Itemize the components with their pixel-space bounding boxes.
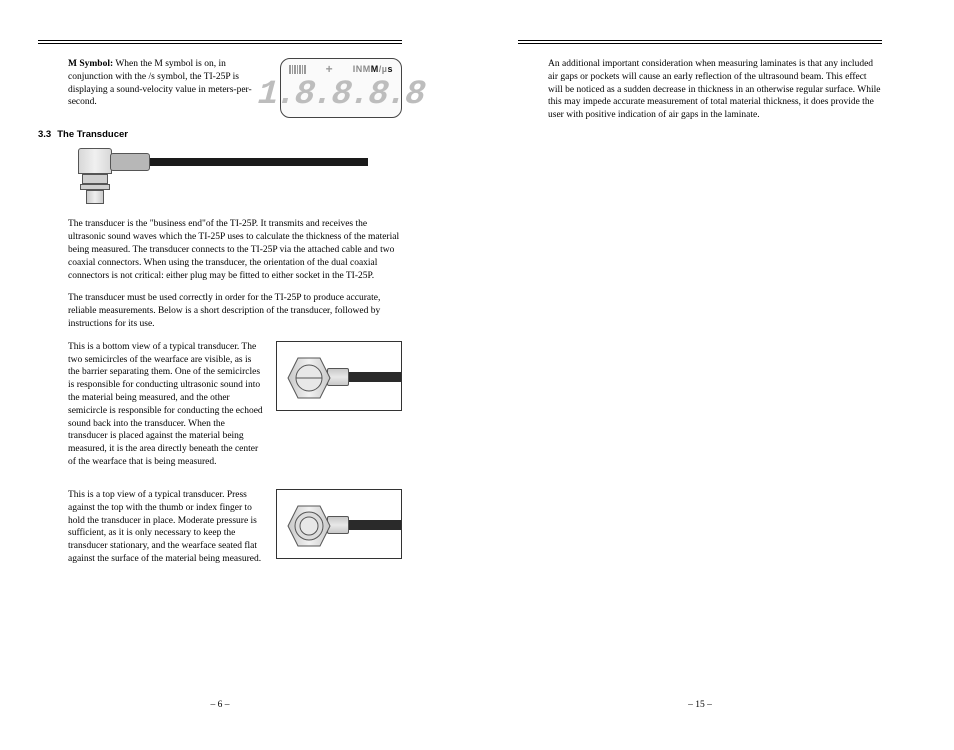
m-symbol-row: M Symbol: When the M symbol is on, in co… bbox=[68, 58, 402, 119]
transducer-p2: The transducer must be used correctly in… bbox=[68, 292, 402, 330]
hex-head-icon bbox=[287, 504, 331, 548]
lcd-units-label: INMM/µs bbox=[353, 64, 393, 74]
section-title: The Transducer bbox=[57, 129, 128, 140]
hex-head-icon bbox=[287, 356, 331, 400]
top-view-row: This is a top view of a typical transduc… bbox=[68, 489, 402, 576]
lcd-digits: 1.8.8.8.8 bbox=[257, 78, 425, 112]
transducer-p3: This is a bottom view of a typical trans… bbox=[68, 341, 264, 469]
header-rules bbox=[38, 40, 402, 44]
transducer-p4: This is a top view of a typical transduc… bbox=[68, 489, 264, 566]
lcd-plus-icon: + bbox=[326, 62, 333, 76]
page-right: An additional important consideration wh… bbox=[480, 20, 920, 730]
transducer-bottom-view-figure bbox=[276, 341, 402, 411]
m-symbol-para: M Symbol: When the M symbol is on, in co… bbox=[68, 58, 268, 109]
lcd-battery-bars-icon bbox=[289, 65, 306, 74]
header-rules bbox=[518, 40, 882, 44]
section-heading-3-3: 3.3 The Transducer bbox=[38, 129, 402, 140]
page-spread: M Symbol: When the M symbol is on, in co… bbox=[0, 20, 954, 730]
page-number-left: – 6 – bbox=[38, 700, 402, 710]
m-symbol-label: M Symbol: bbox=[68, 59, 113, 69]
lcd-display-figure: + INMM/µs 1.8.8.8.8 bbox=[280, 58, 402, 118]
section-number: 3.3 bbox=[38, 129, 51, 140]
transducer-p1: The transducer is the "business end"of t… bbox=[68, 218, 402, 282]
right-p1: An additional important consideration wh… bbox=[548, 58, 882, 122]
bottom-view-row: This is a bottom view of a typical trans… bbox=[68, 341, 402, 479]
transducer-side-view-figure bbox=[38, 148, 368, 208]
transducer-top-view-figure bbox=[276, 489, 402, 559]
page-left: M Symbol: When the M symbol is on, in co… bbox=[0, 20, 440, 730]
page-number-right: – 15 – bbox=[518, 700, 882, 710]
